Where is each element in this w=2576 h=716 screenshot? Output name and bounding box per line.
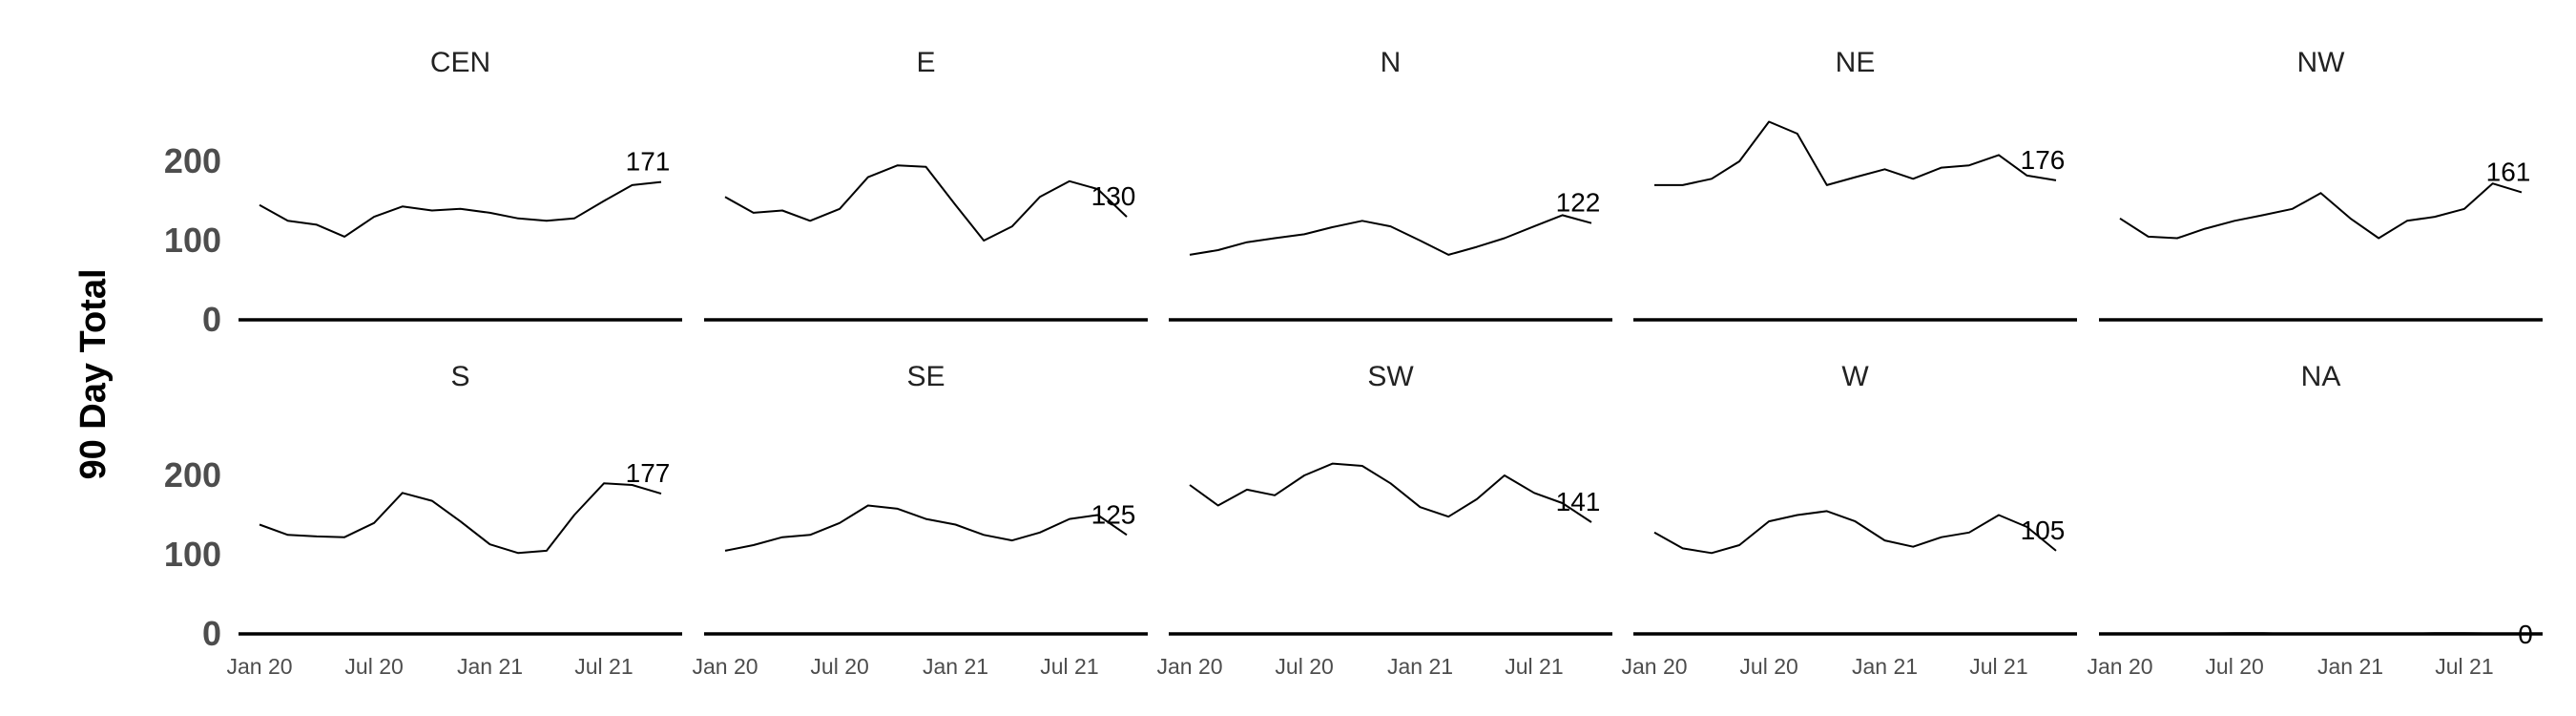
facet-panel-na: NA 0 Jan 20 Jul 20 Jan 21 Jul 21 [2087,361,2543,679]
x-tick-label: Jul 20 [1739,654,1797,679]
x-tick-label: Jul 20 [2205,654,2263,679]
series-line-s [259,482,662,555]
series-line-n [1189,214,1592,256]
x-tick-label: Jan 21 [923,654,988,679]
x-tick-label: Jan 20 [692,654,758,679]
x-tick-label: Jan 21 [457,654,523,679]
facet-title: NE [1836,47,1876,78]
x-tick-label: Jul 21 [1969,654,2027,679]
facet-panel-n: N 122 [1169,47,1612,322]
x-tick-label: Jul 20 [810,654,868,679]
end-value-label: 177 [626,458,671,488]
x-tick-label: Jan 21 [1852,654,1918,679]
x-tick-label: Jul 20 [1275,654,1333,679]
end-value-label: 141 [1556,487,1601,516]
facet-panel-se: SE 125 Jan 20 Jul 20 Jan 21 Jul 21 [692,361,1148,679]
facet-title: N [1381,47,1402,78]
end-value-label: 130 [1091,181,1136,211]
series-line-ne [1654,120,2057,186]
facet-panels: CEN 171 0 100 200 E 130 N 122 NE 176 NW 161 S 177 0 100 2… [164,47,2543,679]
facet-panel-nw: NW 161 [2099,47,2543,322]
series-line-sw [1189,462,1592,523]
end-value-label: 161 [2486,157,2531,186]
facet-title: SW [1367,361,1414,392]
x-tick-label: Jul 21 [1505,654,1563,679]
x-tick-label: Jan 20 [226,654,292,679]
end-value-label: 171 [626,147,671,177]
y-tick-label: 0 [202,614,221,653]
y-tick-label: 100 [164,221,221,260]
end-value-label: 105 [2021,516,2066,545]
facet-panel-sw: SW 141 Jan 20 Jul 20 Jan 21 Jul 21 [1156,361,1612,679]
facet-title: NA [2301,361,2341,392]
x-tick-label: Jul 21 [2435,654,2493,679]
facet-title: E [916,47,935,78]
series-line-nw [2119,182,2523,240]
facet-title: S [450,361,469,392]
facet-panel-e: E 130 [704,47,1148,322]
series-line-na [2120,632,2523,635]
facet-panel-s: S 177 0 100 200 Jan 20 Jul 20 Jan 21 Jul 21 [164,361,682,679]
x-tick-label: Jul 21 [574,654,633,679]
facet-panel-w: W 105 Jan 20 Jul 20 Jan 21 Jul 21 [1621,361,2077,679]
end-value-label: 176 [2021,145,2066,175]
series-line-e [724,164,1128,242]
y-tick-label: 200 [164,141,221,180]
x-tick-label: Jul 21 [1040,654,1098,679]
facet-title: W [1841,361,1869,392]
y-tick-label: 200 [164,455,221,495]
series-line-se [724,504,1128,552]
facet-title: NW [2297,47,2346,78]
facet-panel-ne: NE 176 [1633,47,2077,322]
facet-title: SE [906,361,945,392]
x-tick-label: Jan 20 [2087,654,2152,679]
y-tick-label: 100 [164,535,221,574]
series-line-cen [259,180,662,238]
y-axis-label: 90 Day Total [73,268,114,479]
x-tick-label: Jul 20 [344,654,403,679]
x-tick-label: Jan 21 [2317,654,2383,679]
end-value-label: 125 [1091,499,1136,529]
x-tick-label: Jan 20 [1156,654,1222,679]
y-tick-label: 0 [202,300,221,339]
end-value-label: 122 [1556,188,1601,218]
x-tick-label: Jan 20 [1621,654,1687,679]
series-line-w [1653,510,2057,555]
x-tick-label: Jan 21 [1387,654,1453,679]
facet-panel-cen: CEN 171 0 100 200 [164,47,682,339]
facet-title: CEN [430,47,490,78]
end-value-label: 0 [2518,620,2533,649]
